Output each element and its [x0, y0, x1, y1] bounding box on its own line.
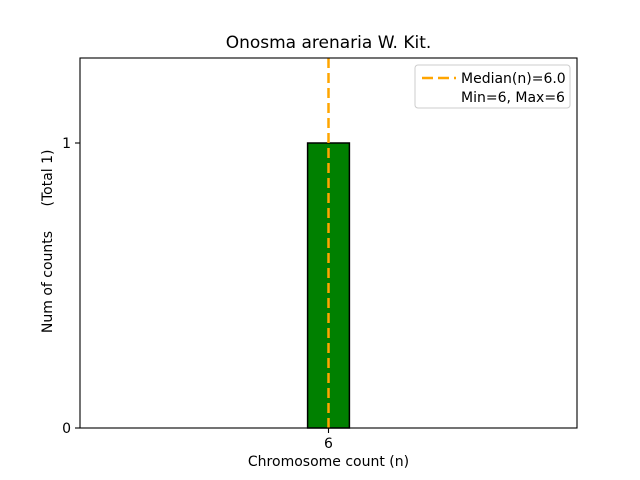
legend: Median(n)=6.0 Min=6, Max=6 [414, 64, 571, 109]
x-axis-label: Chromosome count (n) [248, 454, 409, 470]
y-tick-label-0: 0 [62, 421, 71, 437]
chart-title: Onosma arenaria W. Kit. [226, 33, 432, 53]
y-axis-label-total-note: (Total 1) [40, 150, 56, 207]
y-tick-label-1: 1 [62, 136, 71, 152]
legend-box [414, 64, 571, 109]
legend-entry-median: Median(n)=6.0 [461, 71, 566, 87]
x-tick-label-6: 6 [324, 436, 333, 452]
legend-entry-minmax: Min=6, Max=6 [461, 90, 565, 106]
y-axis-label: Num of counts [40, 231, 56, 333]
